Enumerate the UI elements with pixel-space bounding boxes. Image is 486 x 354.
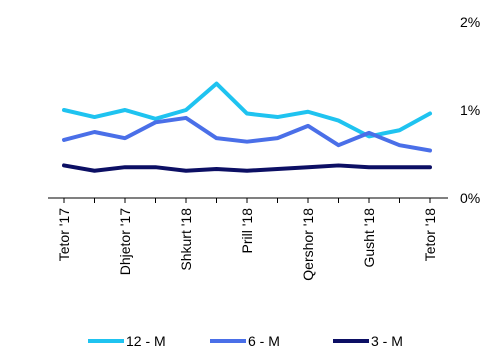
x-tick-label: Tetor '18 bbox=[422, 208, 438, 261]
series-lines bbox=[62, 81, 432, 173]
y-axis-ticks: 0% 1% 2% bbox=[460, 14, 480, 206]
x-tick-label: Gusht '18 bbox=[361, 208, 377, 268]
legend-label: 6 - M bbox=[248, 333, 280, 349]
series-line-3 bbox=[62, 163, 432, 173]
legend-label: 12 - M bbox=[126, 333, 166, 349]
y-tick-label: 2% bbox=[460, 14, 480, 30]
x-axis-ticks: Tetor '17 Dhjetor '17 Shkurt '18 Prill '18 Q… bbox=[56, 198, 438, 281]
legend: 12 - M 6 - M 3 - M bbox=[88, 333, 403, 349]
x-tick-label: Prill '18 bbox=[239, 208, 255, 254]
series-line-2 bbox=[62, 115, 432, 153]
y-tick-label: 0% bbox=[460, 190, 480, 206]
x-tick-label: Dhjetor '17 bbox=[117, 208, 133, 275]
x-tick-label: Tetor '17 bbox=[56, 208, 72, 261]
x-tick-label: Shkurt '18 bbox=[178, 208, 194, 271]
y-tick-label: 1% bbox=[460, 102, 480, 118]
series-line-1 bbox=[62, 81, 432, 139]
legend-label: 3 - M bbox=[371, 333, 403, 349]
x-tick-label: Qershor '18 bbox=[300, 208, 316, 281]
